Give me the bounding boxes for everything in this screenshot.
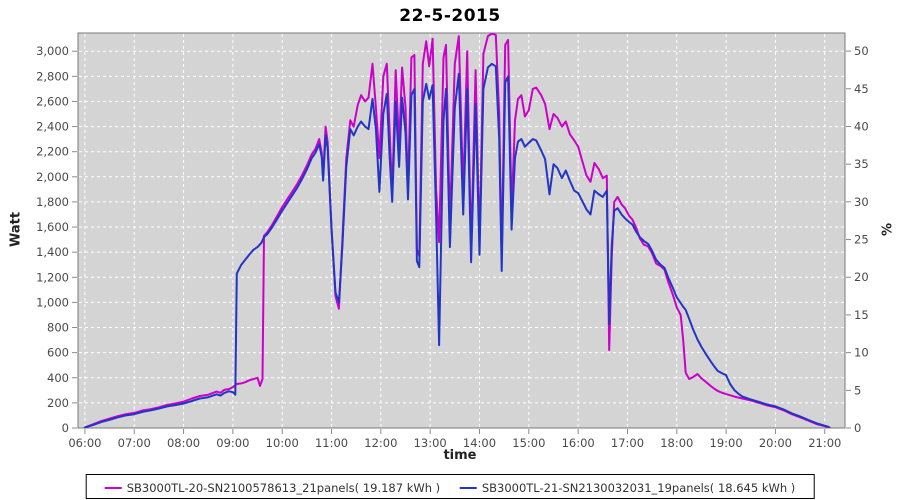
x-tick-label: 10:00 bbox=[266, 436, 299, 450]
y-left-tick-label: 2,800 bbox=[36, 69, 69, 83]
plot-area bbox=[77, 32, 846, 429]
legend: SB3000TL-20-SN2100578613_21panels( 19.18… bbox=[85, 474, 815, 499]
x-tick-label: 12:00 bbox=[364, 436, 397, 450]
y-left-tick-label: 400 bbox=[47, 371, 69, 385]
x-tick-label: 11:00 bbox=[315, 436, 348, 450]
y-axis-title-right: % bbox=[880, 222, 896, 237]
y-left-tick-label: 200 bbox=[47, 396, 69, 410]
y-right-tick-label: 50 bbox=[854, 44, 869, 58]
y-right-tick-label: 20 bbox=[854, 270, 869, 284]
y-left-tick-label: 1,800 bbox=[36, 195, 69, 209]
y-left-tick-label: 0 bbox=[62, 421, 69, 435]
x-tick-label: 09:00 bbox=[216, 436, 249, 450]
y-left-tick-label: 2,200 bbox=[36, 145, 69, 159]
y-right-tick-label: 15 bbox=[854, 308, 869, 322]
y-left-tick-label: 800 bbox=[47, 321, 69, 335]
legend-item-inverter-20: SB3000TL-20-SN2100578613_21panels( 19.18… bbox=[104, 481, 441, 495]
x-tick-label: 13:00 bbox=[414, 436, 447, 450]
y-left-tick-label: 1,400 bbox=[36, 245, 69, 259]
x-tick-label: 19:00 bbox=[710, 436, 743, 450]
y-left-tick-label: 1,600 bbox=[36, 220, 69, 234]
y-right-tick-label: 5 bbox=[854, 383, 861, 397]
x-tick-label: 06:00 bbox=[68, 436, 101, 450]
legend-swatch-magenta bbox=[104, 487, 122, 489]
y-right-tick-label: 45 bbox=[854, 82, 869, 96]
x-tick-label: 18:00 bbox=[660, 436, 693, 450]
y-right-tick-label: 30 bbox=[854, 195, 869, 209]
y-left-tick-label: 2,000 bbox=[36, 170, 69, 184]
x-tick-label: 20:00 bbox=[759, 436, 792, 450]
legend-label: SB3000TL-20-SN2100578613_21panels( 19.18… bbox=[126, 481, 441, 495]
chart-title: 22-5-2015 bbox=[399, 6, 501, 26]
y-left-tick-label: 2,400 bbox=[36, 120, 69, 134]
x-tick-label: 08:00 bbox=[167, 436, 200, 450]
x-tick-label: 15:00 bbox=[512, 436, 545, 450]
y-left-tick-label: 600 bbox=[47, 346, 69, 360]
y-right-tick-label: 0 bbox=[854, 421, 861, 435]
legend-item-inverter-21: SB3000TL-21-SN2130032031_19panels( 18.64… bbox=[459, 481, 796, 495]
y-left-tick-label: 1,000 bbox=[36, 295, 69, 309]
series-line-1 bbox=[83, 62, 830, 428]
legend-label: SB3000TL-21-SN2130032031_19panels( 18.64… bbox=[481, 481, 796, 495]
y-axis-title-left: Watt bbox=[8, 211, 24, 248]
y-left-tick-label: 3,000 bbox=[36, 44, 69, 58]
x-tick-label: 16:00 bbox=[562, 436, 595, 450]
x-tick-label: 21:00 bbox=[808, 436, 841, 450]
legend-swatch-blue bbox=[459, 487, 477, 489]
x-tick-label: 14:00 bbox=[463, 436, 496, 450]
plot-canvas: 02004006008001,0001,2001,4001,6001,8002,… bbox=[36, 32, 869, 450]
x-tick-label: 07:00 bbox=[118, 436, 151, 450]
y-left-tick-label: 1,200 bbox=[36, 270, 69, 284]
series-line-0 bbox=[83, 33, 831, 428]
y-right-tick-label: 10 bbox=[854, 346, 869, 360]
y-right-tick-label: 25 bbox=[854, 233, 869, 247]
x-axis-title: time bbox=[443, 448, 477, 463]
y-left-tick-label: 2,600 bbox=[36, 94, 69, 108]
y-right-tick-label: 40 bbox=[854, 119, 869, 133]
y-right-tick-label: 35 bbox=[854, 157, 869, 171]
x-tick-label: 17:00 bbox=[611, 436, 644, 450]
